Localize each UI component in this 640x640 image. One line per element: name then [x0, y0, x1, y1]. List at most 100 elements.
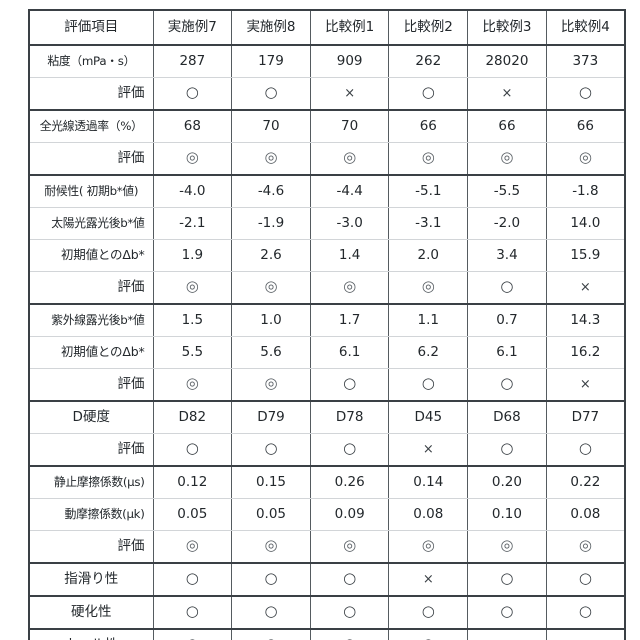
- rating-cell: ○: [389, 629, 468, 640]
- row-label: 紫外線露光後b*値: [29, 304, 153, 337]
- row-label: 評価: [29, 369, 153, 402]
- circle-icon: ○: [264, 441, 277, 456]
- table-row: 動摩擦係数(μk)0.050.050.090.080.100.08: [29, 499, 625, 531]
- row-label: 太陽光露光後b*値: [29, 208, 153, 240]
- circle-icon: ○: [343, 604, 356, 619]
- circle-icon: ○: [500, 571, 513, 586]
- rating-cell: ○: [153, 563, 232, 596]
- row-label: 評価: [29, 143, 153, 176]
- cross-icon: ×: [580, 281, 591, 294]
- value-cell: 0.05: [232, 499, 311, 531]
- double-circle-icon: ◎: [500, 150, 513, 165]
- value-cell: 1.1: [389, 304, 468, 337]
- double-circle-icon: ◎: [343, 150, 356, 165]
- rating-cell: ◎: [153, 531, 232, 564]
- value-cell: D68: [468, 401, 547, 434]
- rating-cell: ◎: [232, 272, 311, 305]
- value-cell: 66: [546, 110, 625, 143]
- column-header-sample-4: 比較例2: [389, 10, 468, 45]
- circle-icon: ○: [579, 604, 592, 619]
- rating-cell: ◎: [546, 531, 625, 564]
- circle-icon: ○: [186, 571, 199, 586]
- circle-icon: ○: [579, 571, 592, 586]
- table-row: 硬化性○○○○○○: [29, 596, 625, 629]
- value-cell: 0.08: [389, 499, 468, 531]
- double-circle-icon: ◎: [264, 538, 277, 553]
- rating-cell: ◎: [468, 531, 547, 564]
- rating-cell: ×: [389, 563, 468, 596]
- rating-cell: ×: [546, 369, 625, 402]
- table-row: 指滑り性○○○×○○: [29, 563, 625, 596]
- value-cell: -4.0: [153, 175, 232, 208]
- circle-icon: ○: [186, 85, 199, 100]
- rating-cell: ○: [153, 78, 232, 111]
- value-cell: 0.12: [153, 466, 232, 499]
- rating-cell: ○: [232, 78, 311, 111]
- row-label: 評価: [29, 78, 153, 111]
- value-cell: 0.05: [153, 499, 232, 531]
- rating-cell: ◎: [232, 143, 311, 176]
- table-header-row: 評価項目実施例7実施例8比較例1比較例2比較例3比較例4: [29, 10, 625, 45]
- value-cell: 16.2: [546, 337, 625, 369]
- table-row: 評価◎◎◎◎◎◎: [29, 531, 625, 564]
- value-cell: 6.1: [310, 337, 389, 369]
- rating-cell: ◎: [468, 143, 547, 176]
- circle-icon: ○: [579, 85, 592, 100]
- rating-cell: ○: [310, 434, 389, 467]
- rating-cell: ○: [389, 369, 468, 402]
- circle-icon: ○: [422, 604, 435, 619]
- rating-cell: ◎: [153, 143, 232, 176]
- value-cell: 287: [153, 45, 232, 78]
- value-cell: 3.4: [468, 240, 547, 272]
- rating-cell: ×: [546, 272, 625, 305]
- rating-cell: ○: [310, 369, 389, 402]
- row-label: カール性: [29, 629, 153, 640]
- value-cell: 5.5: [153, 337, 232, 369]
- row-label: 動摩擦係数(μk): [29, 499, 153, 531]
- column-header-sample-3: 比較例1: [310, 10, 389, 45]
- cross-icon: ×: [423, 443, 434, 456]
- circle-icon: ○: [186, 604, 199, 619]
- value-cell: 1.5: [153, 304, 232, 337]
- circle-icon: ○: [343, 441, 356, 456]
- table-row: 評価 ○ ○ × ○ × ○: [29, 78, 625, 111]
- value-cell: 68: [153, 110, 232, 143]
- value-cell: D78: [310, 401, 389, 434]
- value-cell: 66: [468, 110, 547, 143]
- column-header-criteria: 評価項目: [29, 10, 153, 45]
- table-row: 評価○○○×○○: [29, 434, 625, 467]
- rating-cell: ◎: [389, 143, 468, 176]
- circle-icon: ○: [343, 376, 356, 391]
- double-circle-icon: ◎: [264, 279, 277, 294]
- circle-icon: ○: [264, 571, 277, 586]
- rating-cell: △: [546, 629, 625, 640]
- table-row: 紫外線露光後b*値1.51.01.71.10.714.3: [29, 304, 625, 337]
- circle-icon: ○: [264, 604, 277, 619]
- rating-cell: ○: [546, 596, 625, 629]
- circle-icon: ○: [500, 376, 513, 391]
- value-cell: 1.7: [310, 304, 389, 337]
- value-cell: 1.0: [232, 304, 311, 337]
- value-cell: 6.1: [468, 337, 547, 369]
- value-cell: 1.9: [153, 240, 232, 272]
- circle-icon: ○: [422, 376, 435, 391]
- circle-icon: ○: [422, 85, 435, 100]
- cross-icon: ×: [344, 87, 355, 100]
- row-label: 全光線透過率（%）: [29, 110, 153, 143]
- row-label: 評価: [29, 272, 153, 305]
- rating-cell: ○: [468, 272, 547, 305]
- value-cell: 0.22: [546, 466, 625, 499]
- table-row: 粘度（mPa・s）28717990926228020373: [29, 45, 625, 78]
- table-body: 評価項目実施例7実施例8比較例1比較例2比較例3比較例4粘度（mPa・s）287…: [29, 10, 625, 640]
- row-label: 初期値とのΔb*: [29, 337, 153, 369]
- row-label: 評価: [29, 531, 153, 564]
- double-circle-icon: ◎: [186, 538, 199, 553]
- double-circle-icon: ◎: [500, 538, 513, 553]
- row-label: 耐候性( 初期b*値): [29, 175, 153, 208]
- value-cell: 1.4: [310, 240, 389, 272]
- cross-icon: ×: [423, 573, 434, 586]
- value-cell: 6.2: [389, 337, 468, 369]
- value-cell: -5.1: [389, 175, 468, 208]
- rating-cell: ○: [153, 629, 232, 640]
- cross-icon: ×: [502, 87, 513, 100]
